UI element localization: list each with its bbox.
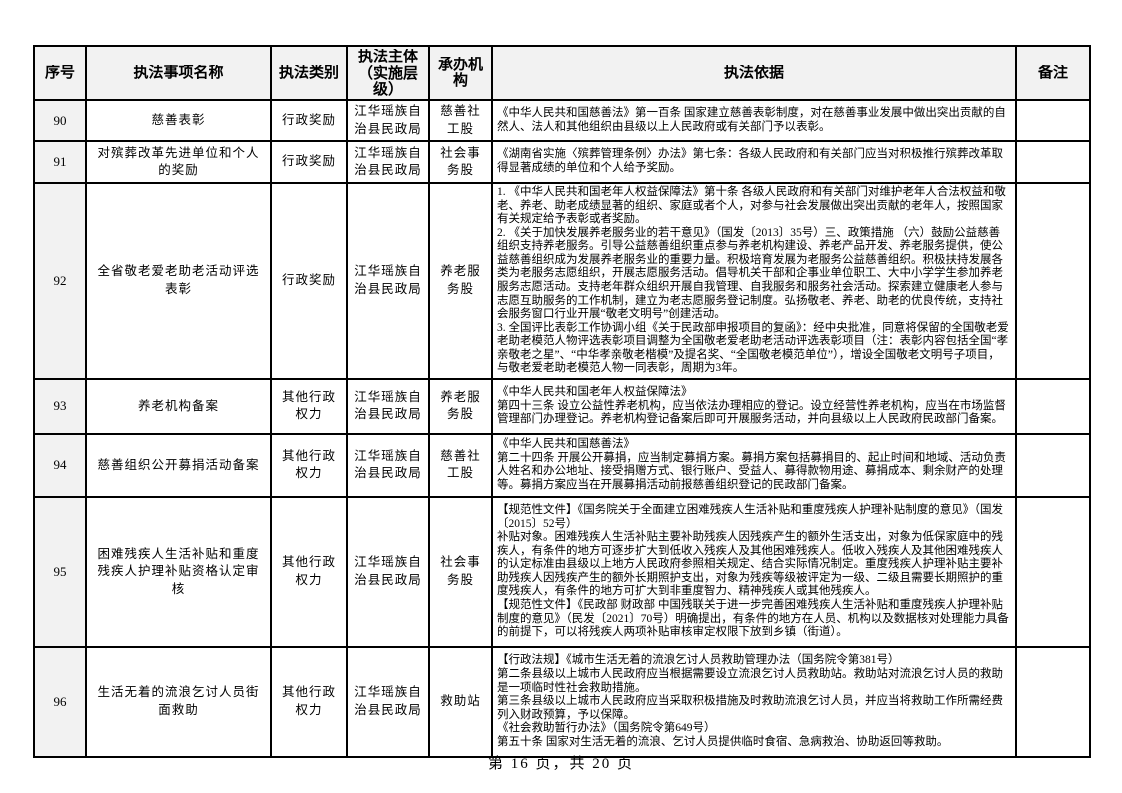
cell-category: 其他行政权力 xyxy=(270,495,348,648)
cell-seq: 92 xyxy=(33,182,87,380)
cell-name: 养老机构备案 xyxy=(85,377,272,435)
cell-subject: 江华瑶族自治县民政局 xyxy=(346,432,430,498)
cell-agency: 救助站 xyxy=(428,645,493,758)
column-header-subject: 执法主体（实施层级） xyxy=(346,45,430,101)
column-header-label: 执法依据 xyxy=(723,64,784,81)
table-row: 95 困难残疾人生活补贴和重度残疾人护理补贴资格认定审核 其他行政权力 江华瑶族自治县… xyxy=(33,495,1091,648)
cell-agency: 社会事务股 xyxy=(428,495,493,648)
cell-agency: 养老服务股 xyxy=(428,182,493,380)
cell-basis: 《中华人民共和国慈善法》第一百条 国家建立慈善表彰制度，对在慈善事业发展中做出突… xyxy=(491,99,1017,142)
table-row: 93 养老机构备案 其他行政权力 江华瑶族自治县民政局 养老服务股 《中华人民共和国老年人… xyxy=(33,377,1091,435)
column-header-category: 执法类别 xyxy=(270,45,348,101)
column-header-basis: 执法依据 xyxy=(491,45,1017,101)
cell-name: 慈善表彰 xyxy=(85,99,272,142)
enforcement-items-table: 序号 执法事项名称 执法类别 执法主体（实施层级） 承办机构 执法依据 备注 90 慈善表彰行… xyxy=(33,45,1091,758)
cell-category: 行政奖励 xyxy=(270,182,348,380)
table-body: 90 慈善表彰 行政奖励 江华瑶族自治县民政局 慈善社工股 《中华人民共和国慈善法》第一百… xyxy=(33,99,1091,758)
cell-seq: 93 xyxy=(33,377,87,435)
cell-category: 其他行政权力 xyxy=(270,377,348,435)
cell-basis: 1. 《中华人民共和国老年人权益保障法》第十条 各级人民政府和有关部门对维护老年… xyxy=(491,182,1017,380)
cell-subject: 江华瑶族自治县民政局 xyxy=(346,99,430,142)
cell-agency: 养老服务股 xyxy=(428,377,493,435)
cell-category: 其他行政权力 xyxy=(270,645,348,758)
cell-name: 困难残疾人生活补贴和重度残疾人护理补贴资格认定审核 xyxy=(85,495,272,648)
table-row: 94 慈善组织公开募捐活动备案 其他行政权力 江华瑶族自治县民政局 慈善社工股 《中华人民… xyxy=(33,432,1091,498)
table-row: 90 慈善表彰 行政奖励 江华瑶族自治县民政局 慈善社工股 《中华人民共和国慈善法》第一百… xyxy=(33,99,1091,142)
column-header-label: 执法主体（实施层级） xyxy=(357,49,418,97)
column-header-label: 执法类别 xyxy=(278,64,339,81)
column-header-seq: 序号 xyxy=(33,45,87,101)
cell-remark xyxy=(1015,182,1091,380)
column-header-label: 承办机构 xyxy=(437,56,483,90)
table-row: 96 生活无着的流浪乞讨人员街面救助 其他行政权力 江华瑶族自治县民政局 救助站 【行政法… xyxy=(33,645,1091,758)
cell-subject: 江华瑶族自治县民政局 xyxy=(346,182,430,380)
cell-seq: 90 xyxy=(33,99,87,142)
column-header-label: 备注 xyxy=(1037,64,1068,81)
cell-remark xyxy=(1015,495,1091,648)
cell-seq: 95 xyxy=(33,495,87,648)
column-header-label: 序号 xyxy=(44,64,75,81)
cell-agency: 慈善社工股 xyxy=(428,99,493,142)
cell-category: 行政奖励 xyxy=(270,99,348,142)
cell-category: 行政奖励 xyxy=(270,140,348,184)
cell-category: 其他行政权力 xyxy=(270,432,348,498)
column-header-label: 执法事项名称 xyxy=(133,64,224,81)
cell-seq: 94 xyxy=(33,432,87,498)
column-header-agency: 承办机构 xyxy=(428,45,493,101)
cell-basis: 《中华人民共和国老年人权益保障法》 第四十三条 设立公益性养老机构，应当依法办理… xyxy=(491,377,1017,435)
cell-seq: 96 xyxy=(33,645,87,758)
column-header-name: 执法事项名称 xyxy=(85,45,272,101)
cell-name: 生活无着的流浪乞讨人员街面救助 xyxy=(85,645,272,758)
cell-seq: 91 xyxy=(33,140,87,184)
table-header-row: 序号 执法事项名称 执法类别 执法主体（实施层级） 承办机构 执法依据 备注 xyxy=(33,45,1091,101)
cell-name: 慈善组织公开募捐活动备案 xyxy=(85,432,272,498)
table-row: 91 对殡葬改革先进单位和个人的奖励 行政奖励 江华瑶族自治县民政局 社会事务股 《湖南省… xyxy=(33,140,1091,184)
table-header: 序号 执法事项名称 执法类别 执法主体（实施层级） 承办机构 执法依据 备注 xyxy=(33,45,1091,101)
cell-name: 对殡葬改革先进单位和个人的奖励 xyxy=(85,140,272,184)
cell-subject: 江华瑶族自治县民政局 xyxy=(346,645,430,758)
cell-remark xyxy=(1015,99,1091,142)
page-number: 第 16 页，共 20 页 xyxy=(487,756,634,772)
cell-subject: 江华瑶族自治县民政局 xyxy=(346,495,430,648)
cell-agency: 慈善社工股 xyxy=(428,432,493,498)
table-row: 92 全省敬老爱老助老活动评选表彰 行政奖励 江华瑶族自治县民政局 养老服务股 1. 《中… xyxy=(33,182,1091,380)
cell-subject: 江华瑶族自治县民政局 xyxy=(346,140,430,184)
cell-name: 全省敬老爱老助老活动评选表彰 xyxy=(85,182,272,380)
cell-remark xyxy=(1015,645,1091,758)
cell-basis: 【规范性文件】《国务院关于全面建立困难残疾人生活补贴和重度残疾人护理补贴制度的意… xyxy=(491,495,1017,648)
cell-subject: 江华瑶族自治县民政局 xyxy=(346,377,430,435)
cell-remark xyxy=(1015,377,1091,435)
cell-basis: 【行政法规】《城市生活无着的流浪乞讨人员救助管理办法（国务院令第381号） 第二… xyxy=(491,645,1017,758)
cell-basis: 《湖南省实施〈殡葬管理条例〉办法》第七条：各级人民政府和有关部门应当对积极推行殡… xyxy=(491,140,1017,184)
cell-basis: 《中华人民共和国慈善法》 第二十四条 开展公开募捐，应当制定募捐方案。募捐方案包… xyxy=(491,432,1017,498)
column-header-remark: 备注 xyxy=(1015,45,1091,101)
cell-agency: 社会事务股 xyxy=(428,140,493,184)
cell-remark xyxy=(1015,140,1091,184)
cell-remark xyxy=(1015,432,1091,498)
